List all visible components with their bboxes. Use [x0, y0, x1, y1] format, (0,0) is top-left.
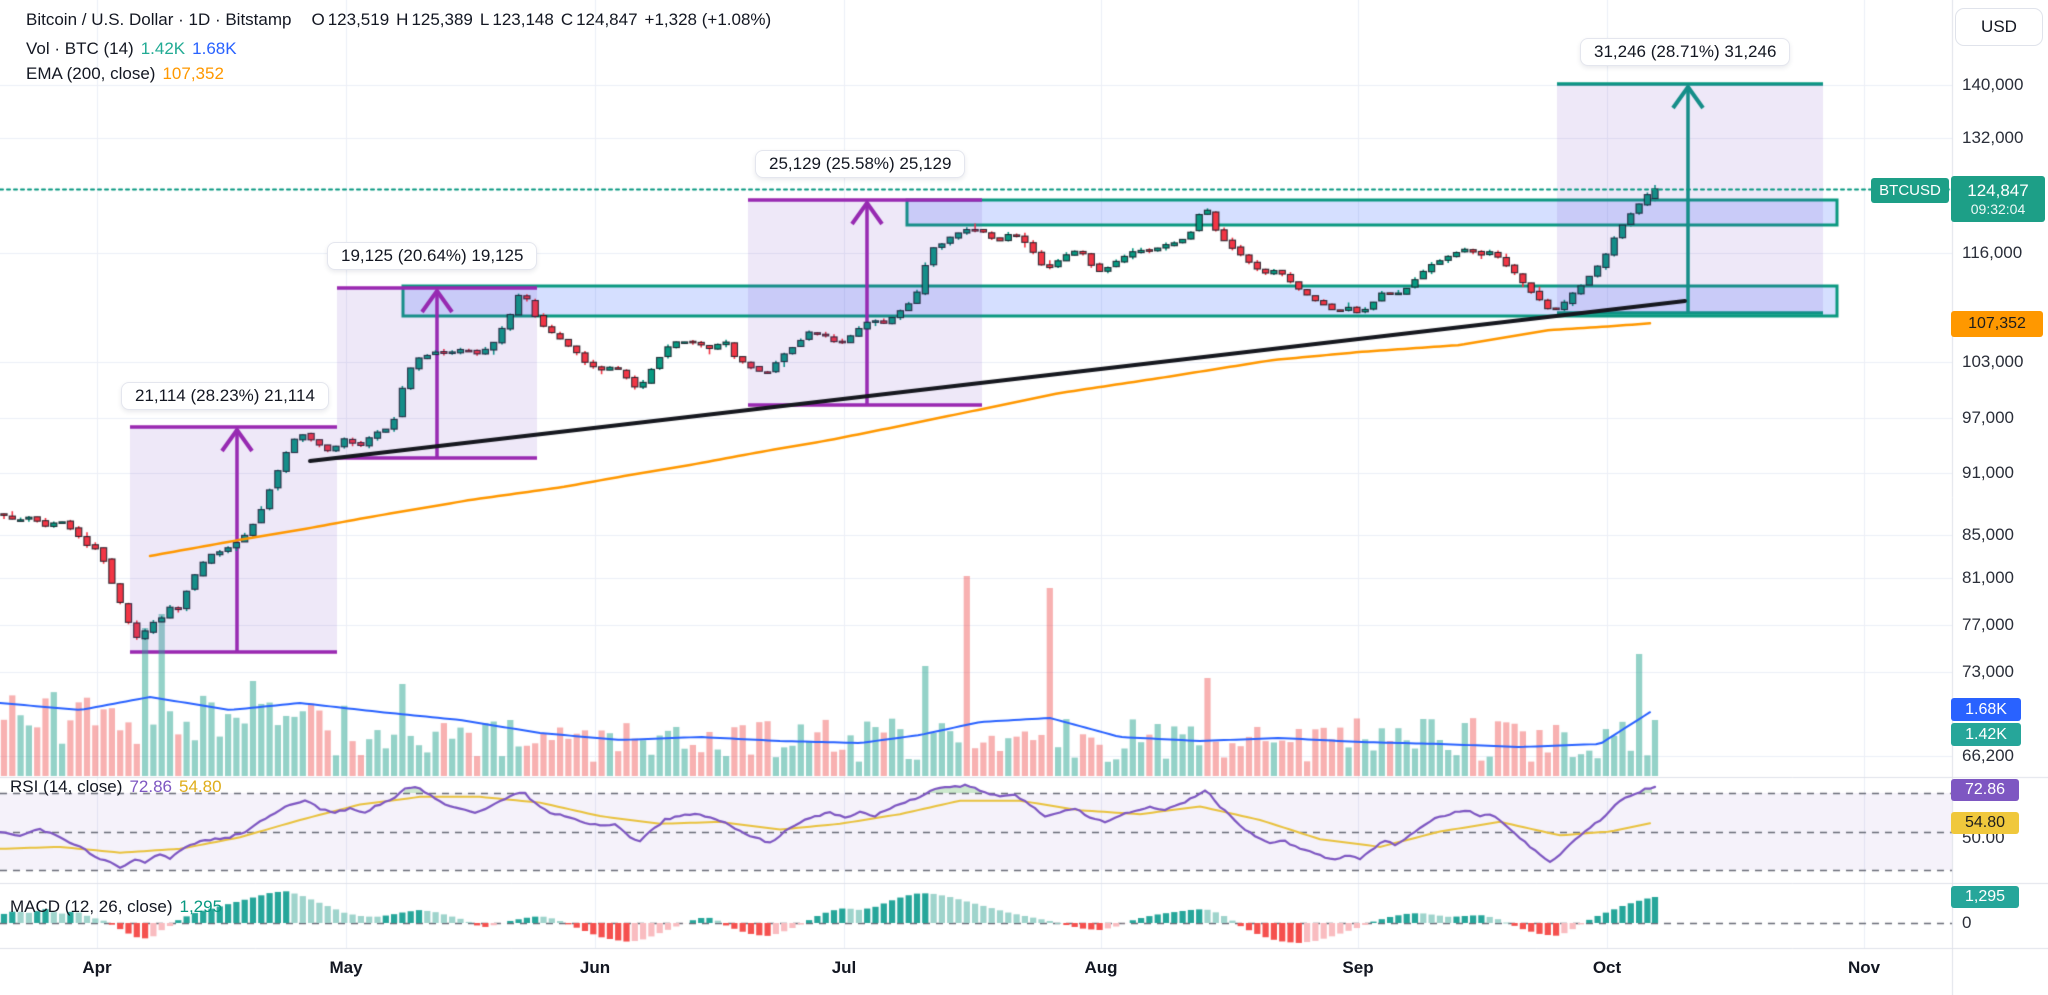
- month-label-jul: Jul: [831, 958, 857, 977]
- symbol-title: Bitcoin / U.S. Dollar · 1D · Bitstamp: [26, 10, 292, 29]
- ohlc-open-value: 123,519: [327, 10, 390, 29]
- price-tick: 91,000: [1962, 463, 2014, 482]
- price-tick: 132,000: [1962, 128, 2024, 147]
- macd-legend-label: MACD (12, 26, close): [10, 897, 173, 916]
- ohlc-high-value: 125,389: [411, 10, 473, 29]
- ema-axis-badge: 107,352: [1951, 311, 2043, 337]
- ohlc-low-label: L: [479, 10, 490, 29]
- rsi-legend-label: RSI (14, close): [10, 777, 123, 796]
- ema-current-value: 107,352: [162, 64, 224, 83]
- volume-current-value: 1.42K: [140, 39, 186, 58]
- price-tick: 77,000: [1962, 615, 2014, 634]
- rsi-current-value: 72.86: [129, 777, 172, 796]
- ohlc-high-label: H: [396, 10, 409, 29]
- volume-legend-row[interactable]: Vol · BTC (14) 1.42K 1.68K: [26, 39, 237, 59]
- month-label-aug: Aug: [1084, 958, 1118, 977]
- month-label-may: May: [329, 958, 363, 977]
- month-label-apr: Apr: [82, 958, 112, 977]
- macd-current-value: 1,295: [179, 897, 223, 916]
- volume-ma-value: 1.68K: [192, 39, 237, 58]
- ohlc-low-value: 123,148: [492, 10, 554, 29]
- price-tick: 116,000: [1962, 243, 2023, 262]
- volume-ma-axis-badge: 1.68K: [1951, 698, 2021, 721]
- price-tick: 97,000: [1962, 408, 2014, 427]
- price-tick: 140,000: [1962, 75, 2024, 94]
- ohlc-close-value: 124,847: [576, 10, 638, 29]
- ohlc-open-label: O: [311, 10, 325, 29]
- macd-zero-tick: 0: [1962, 913, 1972, 932]
- rsi-axis-badge: 72.86: [1951, 779, 2019, 801]
- ema-legend-label: EMA (200, close): [26, 64, 156, 83]
- rsi-ma-value: 54.80: [178, 777, 222, 796]
- last-price-value: 124,847: [1967, 181, 2029, 201]
- measure-label-1[interactable]: 21,114 (28.23%) 21,114: [121, 382, 329, 410]
- change-value: +1,328 (+1.08%): [644, 10, 772, 29]
- price-tick: 103,000: [1962, 352, 2024, 371]
- measure-label-4[interactable]: 31,246 (28.71%) 31,246: [1580, 38, 1791, 66]
- macd-legend-row[interactable]: MACD (12, 26, close) 1,295: [10, 897, 222, 917]
- month-label-jun: Jun: [579, 958, 611, 977]
- measure-label-3[interactable]: 25,129 (25.58%) 25,129: [755, 150, 966, 178]
- last-price-badge: 124,847 09:32:04: [1951, 176, 2045, 222]
- rsi-legend-row[interactable]: RSI (14, close) 72.86 54.80: [10, 777, 222, 797]
- month-label-oct: Oct: [1592, 958, 1622, 977]
- volume-legend-label: Vol · BTC (14): [26, 39, 134, 58]
- macd-axis-badge: 1,295: [1951, 886, 2019, 908]
- ohlc-close-label: C: [560, 10, 574, 29]
- rsi-ma-axis-badge: 54.80: [1951, 812, 2019, 834]
- price-tick: 81,000: [1962, 568, 2014, 587]
- month-label-nov: Nov: [1847, 958, 1881, 977]
- countdown-timer: 09:32:04: [1970, 200, 2026, 217]
- volume-axis-badge: 1.42K: [1951, 723, 2021, 746]
- price-tick: 66,200: [1962, 746, 2014, 765]
- month-label-sep: Sep: [1342, 958, 1374, 977]
- measure-label-2[interactable]: 19,125 (20.64%) 19,125: [327, 242, 538, 270]
- price-tick: 85,000: [1962, 525, 2014, 544]
- symbol-price-chip: BTCUSD: [1871, 178, 1949, 203]
- price-tick: 73,000: [1962, 662, 2014, 681]
- currency-toggle-button[interactable]: USD: [1955, 8, 2043, 46]
- ema-legend-row[interactable]: EMA (200, close) 107,352: [26, 64, 224, 84]
